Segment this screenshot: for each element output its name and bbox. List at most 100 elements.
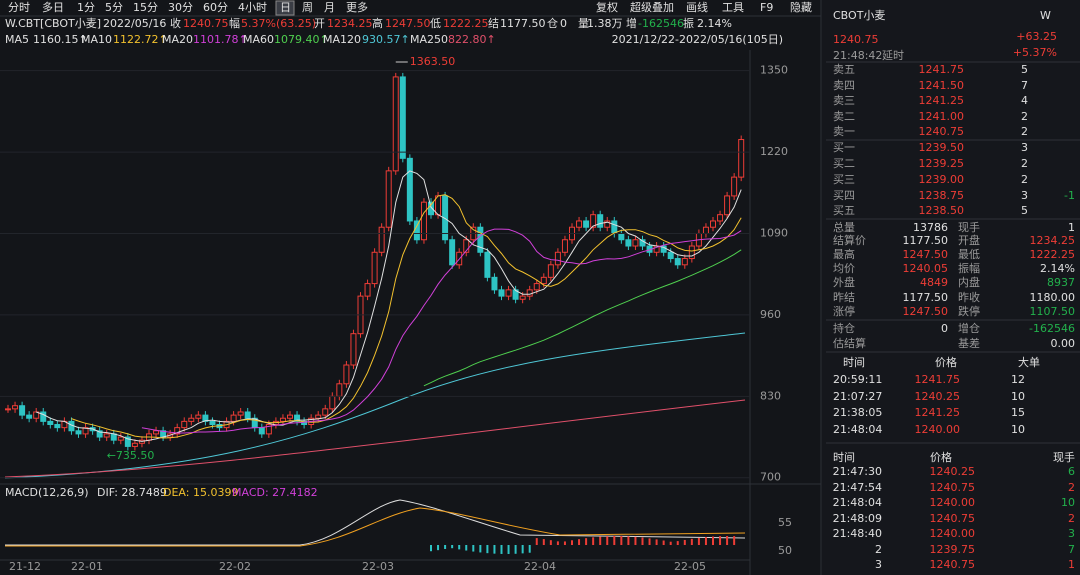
candle xyxy=(590,214,597,228)
candle xyxy=(75,430,82,435)
tab[interactable]: 4小时 xyxy=(238,1,267,14)
macd-value: MACD: 27.4182 xyxy=(232,486,318,499)
table-header: 时间 xyxy=(833,451,855,464)
stat-value: 1222.25 xyxy=(1030,248,1076,261)
book-volume: 7 xyxy=(1021,79,1028,92)
tab[interactable]: 更多 xyxy=(346,0,368,14)
candle xyxy=(618,232,625,241)
candle xyxy=(258,427,265,435)
trade-price: 1240.25 xyxy=(915,390,961,403)
tab[interactable]: 5分 xyxy=(105,1,123,14)
candle xyxy=(561,239,568,253)
stat-label: 外盘 xyxy=(833,275,855,289)
stat-label: 振幅 xyxy=(958,261,980,275)
book-label: 卖一 xyxy=(833,125,855,138)
tool-button[interactable]: 隐藏 xyxy=(790,1,812,14)
tick-price: 1240.75 xyxy=(930,481,976,494)
y-tick-label: 1090 xyxy=(760,226,788,239)
candle xyxy=(195,414,202,419)
macd-bar xyxy=(528,545,531,553)
macd-bar xyxy=(542,539,545,545)
tick-time: 2 xyxy=(875,543,882,556)
tool-button[interactable]: 超级叠加 xyxy=(630,0,674,14)
candle xyxy=(681,258,688,266)
tool-button[interactable]: F9 xyxy=(760,1,773,14)
quote-field: -162546 xyxy=(638,17,684,30)
trade-price: 1240.00 xyxy=(915,423,961,436)
stat-value: 8937 xyxy=(1047,276,1075,289)
ma-value: 930.57↑ xyxy=(362,33,410,46)
ma-value: 1160.15↑ xyxy=(33,33,88,46)
stat-value: 1180.00 xyxy=(1030,291,1076,304)
tab[interactable]: 1分 xyxy=(77,1,95,14)
book-price: 1239.50 xyxy=(919,141,965,154)
macd-title: MACD(12,26,9) xyxy=(5,486,89,499)
stat-value: 1 xyxy=(1068,221,1075,234)
candle xyxy=(688,245,695,260)
high-label: 1363.50 xyxy=(410,55,456,68)
tab[interactable]: 30分 xyxy=(168,1,193,14)
quote-field: 1.38万 xyxy=(587,17,623,30)
tab[interactable]: 分时 xyxy=(8,1,30,14)
quote-field: 低 xyxy=(430,17,441,30)
tick-price: 1240.25 xyxy=(930,465,976,478)
candle xyxy=(731,176,738,197)
book-volume: 2 xyxy=(1021,110,1028,123)
book-price: 1241.25 xyxy=(919,94,965,107)
macd-bar xyxy=(655,539,658,545)
tab[interactable]: 周 xyxy=(302,1,313,14)
tick-time: 21:47:54 xyxy=(833,481,882,494)
candle xyxy=(188,417,195,422)
ma-line xyxy=(141,228,742,434)
macd-bar xyxy=(472,545,475,552)
macd-bar xyxy=(556,541,559,545)
x-tick-label: 22-04 xyxy=(524,560,556,573)
tab[interactable]: 60分 xyxy=(203,1,228,14)
date-range: 2021/12/22-2022/05/16(105日) xyxy=(612,33,783,46)
stat-value: 1247.50 xyxy=(903,248,949,261)
tick-time: 21:48:09 xyxy=(833,512,882,525)
stat-value: 4849 xyxy=(920,276,948,289)
tab[interactable]: 多日 xyxy=(42,0,64,14)
candle xyxy=(131,442,138,447)
tick-volume: 7 xyxy=(1068,543,1075,556)
book-label: 买二 xyxy=(833,157,855,170)
tool-button[interactable]: 工具 xyxy=(722,1,744,14)
ma-name: MA10 xyxy=(81,33,112,46)
stat-label: 最高 xyxy=(833,247,855,261)
trade-price: 1241.25 xyxy=(915,406,961,419)
candle xyxy=(597,214,604,228)
ma-name: MA20 xyxy=(162,33,193,46)
book-price: 1239.00 xyxy=(919,173,965,186)
macd-dif: DIF: 28.7489 xyxy=(97,486,167,499)
book-volume: 5 xyxy=(1021,204,1028,217)
macd-bar xyxy=(690,538,693,545)
tab[interactable]: 15分 xyxy=(133,1,158,14)
candle xyxy=(33,411,40,419)
candle xyxy=(294,414,301,422)
y-tick-label: 1220 xyxy=(760,145,788,158)
candle xyxy=(667,251,674,260)
macd-bar xyxy=(493,545,496,554)
book-volume: 2 xyxy=(1021,125,1028,138)
x-tick-label: 22-02 xyxy=(219,560,251,573)
stat-label: 内盘 xyxy=(958,275,980,289)
tab[interactable]: 月 xyxy=(324,1,335,14)
macd-bar xyxy=(662,540,665,545)
tab[interactable]: 日 xyxy=(280,1,291,14)
stat-value: 1177.50 xyxy=(903,234,949,247)
candle xyxy=(484,251,491,278)
tick-volume: 3 xyxy=(1068,527,1075,540)
macd-bar xyxy=(627,536,630,545)
tool-button[interactable]: 复权 xyxy=(596,0,618,14)
x-tick-label: 22-01 xyxy=(71,560,103,573)
candle xyxy=(702,226,709,234)
book-label: 卖二 xyxy=(833,110,855,123)
tool-button[interactable]: 画线 xyxy=(686,0,708,14)
stat-label: 涨停 xyxy=(833,304,855,318)
book-change: -1 xyxy=(1064,189,1075,202)
symbol-name: CBOT小麦 xyxy=(833,9,885,22)
ma-name: MA60 xyxy=(243,33,274,46)
quote-field: 高 xyxy=(372,16,383,30)
candle xyxy=(632,239,639,247)
